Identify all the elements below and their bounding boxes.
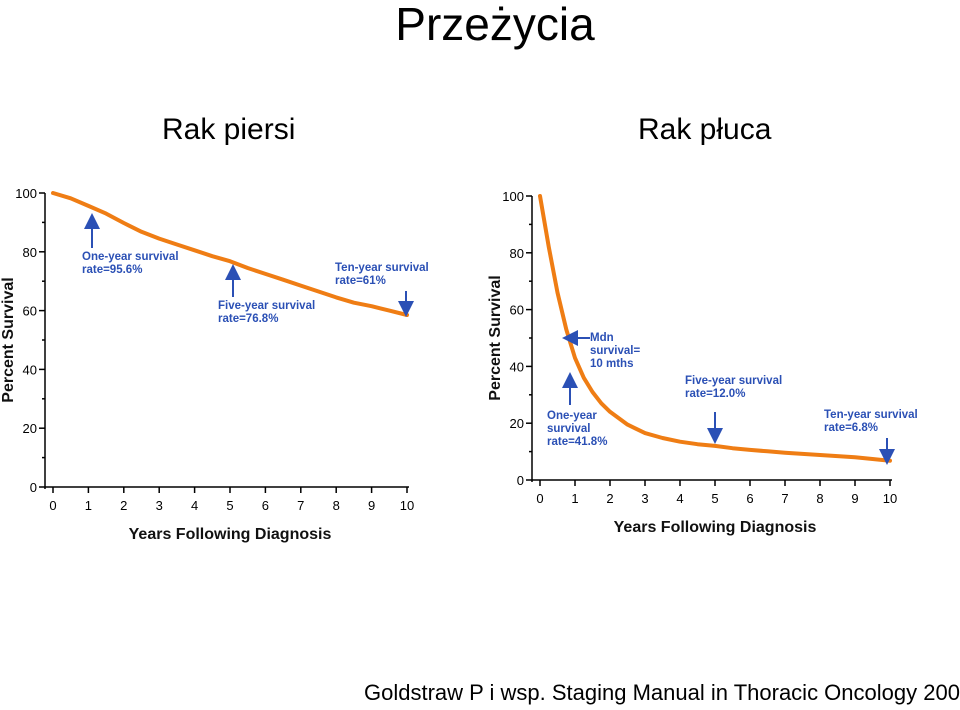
lung-y-tick-label: 20: [510, 416, 524, 431]
lung-y-axis-title: Percent Survival: [487, 275, 504, 400]
lung-x-tick-label: 6: [746, 491, 753, 506]
lung-annotation-line: One-year: [547, 410, 597, 422]
lung-x-tick-label: 8: [816, 491, 823, 506]
lung-annotation-line: Ten-year survival: [824, 409, 918, 421]
lung-annotation-line: Five-year survival: [685, 375, 782, 387]
lung-x-axis-title: Years Following Diagnosis: [614, 519, 817, 536]
lung-annotation-line: rate=41.8%: [547, 436, 607, 448]
lung-annotation-line: rate=6.8%: [824, 422, 878, 434]
lung-x-tick-label: 0: [536, 491, 543, 506]
lung-y-tick-label: 100: [502, 189, 524, 204]
lung-x-tick-label: 10: [883, 491, 897, 506]
lung-y-tick-label: 40: [510, 359, 524, 374]
citation: Goldstraw P i wsp. Staging Manual in Tho…: [364, 680, 960, 706]
lung-annotation-line: survival=: [590, 345, 640, 357]
lung-x-tick-label: 1: [571, 491, 578, 506]
lung-annotation-line: rate=12.0%: [685, 388, 745, 400]
lung-x-tick-label: 2: [606, 491, 613, 506]
lung-x-tick-label: 5: [711, 491, 718, 506]
lung-annotation-line: 10 mths: [590, 358, 633, 370]
lung-annotation-line: survival: [547, 423, 590, 435]
lung-x-tick-label: 4: [676, 491, 683, 506]
lung-x-tick-label: 7: [781, 491, 788, 506]
lung-y-tick-label: 60: [510, 303, 524, 318]
lung-annotation-line: Mdn: [590, 332, 614, 344]
lung-y-tick-label: 80: [510, 246, 524, 261]
lung-x-tick-label: 3: [641, 491, 648, 506]
lung-x-tick-label: 9: [851, 491, 858, 506]
lung-y-tick-label: 0: [517, 473, 524, 488]
